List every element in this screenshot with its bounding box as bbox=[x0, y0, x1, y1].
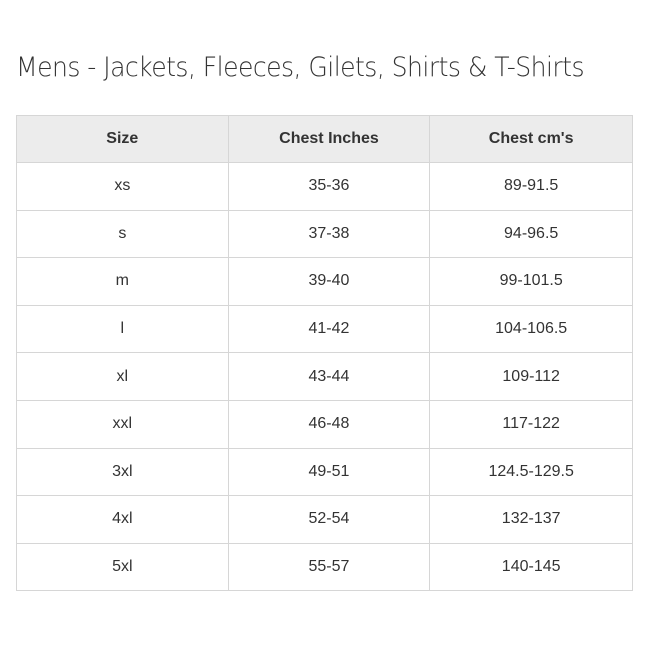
table-row: xl 43-44 109-112 bbox=[16, 352, 633, 401]
cell-chest-inches: 39-40 bbox=[227, 257, 431, 306]
table-row: 4xl 52-54 132-137 bbox=[16, 495, 633, 544]
cell-size: 3xl bbox=[16, 447, 229, 497]
cell-chest-inches: 35-36 bbox=[227, 162, 431, 211]
cell-size: l bbox=[16, 304, 229, 354]
cell-chest-inches: 43-44 bbox=[227, 352, 431, 401]
cell-size: 5xl bbox=[16, 542, 229, 592]
cell-chest-inches: 46-48 bbox=[227, 399, 431, 449]
cell-size: m bbox=[16, 257, 229, 306]
cell-chest-cm: 132-137 bbox=[429, 495, 633, 544]
table-row: 3xl 49-51 124.5-129.5 bbox=[16, 447, 633, 497]
table-row: 5xl 55-57 140-145 bbox=[16, 542, 633, 592]
cell-chest-cm: 109-112 bbox=[429, 352, 633, 401]
page-title: Mens - Jackets, Fleeces, Gilets, Shirts … bbox=[16, 52, 585, 83]
cell-size: xs bbox=[16, 162, 229, 211]
cell-chest-inches: 55-57 bbox=[227, 542, 431, 592]
header-size: Size bbox=[16, 115, 229, 163]
table-row: xs 35-36 89-91.5 bbox=[16, 162, 633, 211]
cell-chest-cm: 94-96.5 bbox=[429, 209, 633, 259]
cell-chest-cm: 124.5-129.5 bbox=[429, 447, 633, 497]
cell-chest-inches: 52-54 bbox=[227, 495, 431, 544]
cell-chest-cm: 104-106.5 bbox=[429, 304, 633, 354]
cell-size: 4xl bbox=[16, 495, 229, 544]
table-header-row: Size Chest Inches Chest cm's bbox=[16, 115, 633, 163]
table-row: l 41-42 104-106.5 bbox=[16, 304, 633, 354]
cell-chest-cm: 99-101.5 bbox=[429, 257, 633, 306]
header-chest-cm: Chest cm's bbox=[429, 115, 633, 163]
table-row: s 37-38 94-96.5 bbox=[16, 209, 633, 259]
table-row: xxl 46-48 117-122 bbox=[16, 399, 633, 449]
cell-size: xxl bbox=[16, 399, 229, 449]
cell-size: s bbox=[16, 209, 229, 259]
cell-chest-inches: 49-51 bbox=[227, 447, 431, 497]
cell-size: xl bbox=[16, 352, 229, 401]
cell-chest-inches: 37-38 bbox=[227, 209, 431, 259]
header-chest-inches: Chest Inches bbox=[227, 115, 431, 163]
cell-chest-inches: 41-42 bbox=[227, 304, 431, 354]
cell-chest-cm: 117-122 bbox=[429, 399, 633, 449]
cell-chest-cm: 140-145 bbox=[429, 542, 633, 592]
cell-chest-cm: 89-91.5 bbox=[429, 162, 633, 211]
table-row: m 39-40 99-101.5 bbox=[16, 257, 633, 306]
size-chart-table: Size Chest Inches Chest cm's xs 35-36 89-9… bbox=[16, 115, 633, 592]
